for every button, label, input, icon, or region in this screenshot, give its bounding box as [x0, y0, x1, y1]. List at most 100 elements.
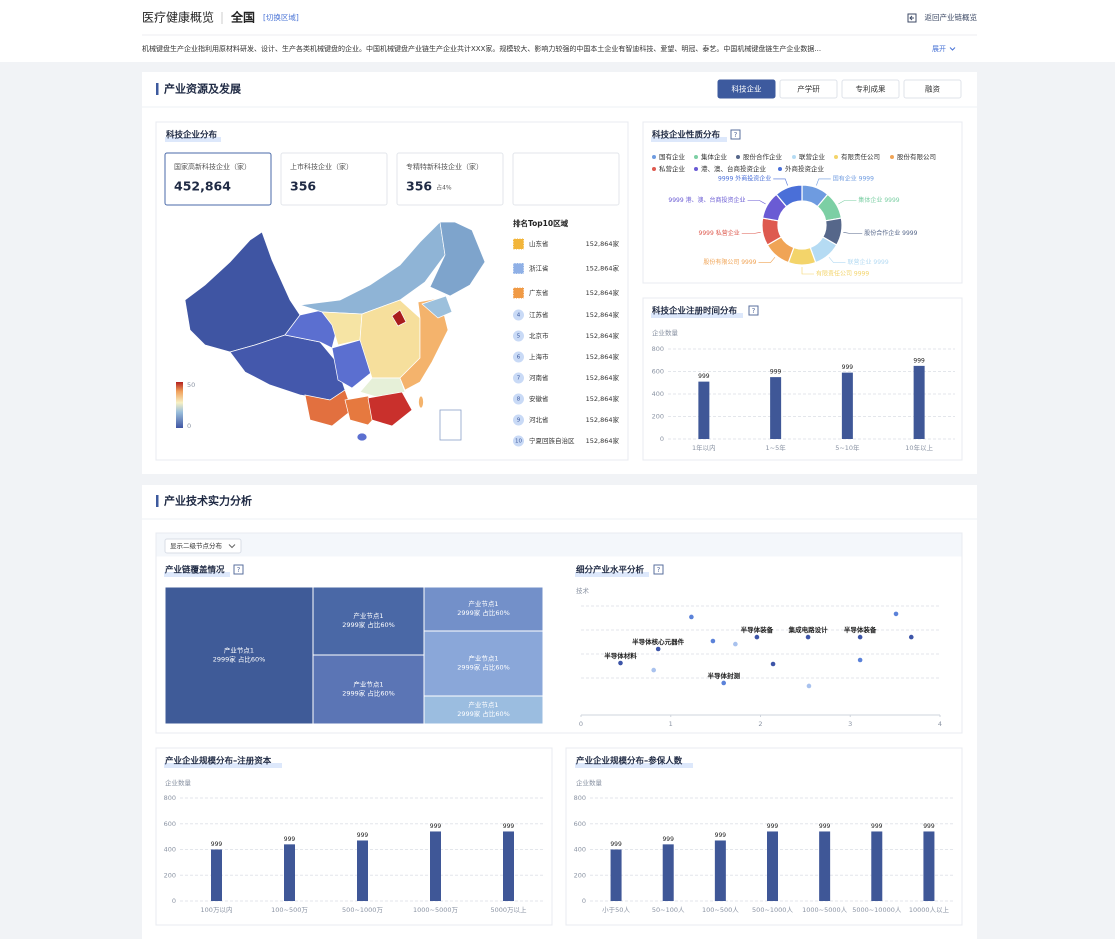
node-label: 产业节点1 [224, 646, 254, 655]
slice-label: 国有企业 9999 [833, 174, 874, 182]
bar [662, 844, 674, 901]
back-icon-arrow [909, 15, 914, 21]
region: 全国 [230, 10, 255, 25]
stat-card [280, 152, 388, 206]
scatter-point [857, 634, 863, 640]
bar-annotation: 999 [357, 832, 369, 839]
slice-label: 股份合作企业 9999 [864, 229, 917, 237]
panel-title: 科技企业性质分布 [652, 130, 721, 141]
y-axis-label: 技术 [576, 586, 590, 595]
bar-annotation: 999 [767, 823, 779, 830]
leader-line [758, 256, 776, 263]
rank-name: 上海市 [529, 352, 549, 361]
help-icon[interactable] [233, 564, 244, 575]
bar [284, 844, 295, 901]
point-label: 半导体核心元器件 [632, 637, 685, 646]
title-highlight [575, 763, 693, 768]
node-detail: 2999家 占比60% [342, 620, 395, 629]
scatter-point [806, 683, 812, 689]
x-tick-label: 5~10年 [835, 443, 860, 452]
x-tick-label: 500~1000万 [342, 906, 383, 914]
y-axis-label: 企业数量 [652, 328, 679, 337]
scatter-point [655, 646, 661, 652]
x-tick-label: 3 [848, 720, 852, 728]
back-link[interactable]: 返回产业链概览 [925, 12, 978, 22]
title-highlight [651, 137, 727, 142]
help-text: ? [752, 307, 756, 315]
section-title: 产业资源及发展 [164, 82, 242, 96]
switch-region[interactable]: [切换区域] [263, 12, 299, 22]
rank-number: 7 [517, 376, 521, 382]
scatter-point [689, 614, 694, 620]
node-detail: 2999家 占比60% [457, 663, 510, 672]
scatter-point [710, 638, 716, 644]
rank-badge [513, 393, 524, 405]
stat-card [396, 152, 504, 206]
dropdown[interactable] [164, 538, 242, 554]
bar [923, 831, 935, 901]
rank-value: 152,864家 [586, 373, 620, 382]
section-title: 产业技术实力分析 [164, 494, 252, 508]
legend-dot [694, 167, 698, 171]
bar-annotation: 999 [698, 373, 710, 380]
tab[interactable] [717, 79, 776, 99]
legend-label: 外商投资企业 [785, 164, 825, 173]
treemap-node [312, 654, 425, 725]
rank-number: 9 [517, 418, 521, 424]
south-sea-inset [439, 409, 462, 441]
rank-name: 江苏省 [529, 310, 549, 319]
scatter-point [721, 680, 727, 686]
description: 机械键盘生产企业指利用原材料研发、设计、生产各类机械键盘的企业。中国机械键盘产业… [142, 44, 821, 53]
registration-chart: 0 200 400 600 800 1年以内 999 1~5年 999 5~10年 999 10年以上… [652, 345, 955, 452]
rank-badge [513, 309, 524, 321]
panel-title: 产业链覆盖情况 [165, 565, 225, 576]
y-tick-label: 800 [164, 794, 176, 802]
bar-annotation: 999 [430, 823, 442, 830]
point-label: 半导体装备 [844, 625, 877, 634]
rank-name: 河北省 [529, 415, 549, 424]
title-marker [156, 83, 159, 95]
bar-annotation: 999 [503, 823, 515, 830]
rank-name: 北京市 [529, 331, 549, 340]
y-tick-label: 200 [574, 871, 586, 879]
bar [841, 372, 853, 439]
help-text: ? [237, 566, 241, 574]
rank-badge [513, 435, 524, 447]
slice-label: 9999 私营企业 [699, 229, 740, 237]
stat-label: 专精特新科技企业（家） [406, 162, 483, 171]
tab[interactable] [841, 79, 900, 99]
bar-annotation: 999 [819, 823, 831, 830]
rank-value: 152,864家 [586, 415, 620, 424]
y-tick-label: 600 [652, 368, 664, 376]
help-icon[interactable] [748, 305, 759, 316]
panel-title: 科技企业注册时间分布 [652, 306, 738, 317]
node-detail: 2999家 占比60% [213, 655, 266, 664]
y-tick-label: 800 [574, 794, 586, 802]
rank-value: 152,864家 [586, 394, 620, 403]
help-icon[interactable] [730, 129, 741, 140]
legend-label: 国有企业 [659, 152, 686, 161]
x-tick-label: 100~500人 [702, 906, 739, 914]
capital-chart: 0 200 400 600 800 100万以内 999 100~500万 999 500~100… [164, 794, 545, 914]
rank-name: 宁夏回族自治区 [529, 436, 575, 445]
rank-badge [513, 351, 524, 363]
rank-icon [512, 287, 525, 299]
map-region [391, 309, 407, 327]
back-icon[interactable] [907, 13, 917, 23]
tab[interactable] [779, 79, 838, 99]
tab-label: 融资 [925, 84, 940, 94]
help-icon[interactable] [653, 564, 664, 575]
legend-label: 集体企业 [701, 152, 728, 161]
node-detail: 2999家 占比60% [457, 608, 510, 617]
rank-name: 安徽省 [529, 394, 549, 403]
bar [767, 831, 778, 901]
x-tick-label: 小于50人 [602, 905, 630, 914]
y-tick-label: 0 [582, 897, 586, 905]
y-tick-label: 800 [652, 345, 664, 353]
expand[interactable]: 展开 [932, 45, 946, 53]
panel-title: 科技企业分布 [166, 130, 218, 141]
tab[interactable] [903, 79, 962, 99]
